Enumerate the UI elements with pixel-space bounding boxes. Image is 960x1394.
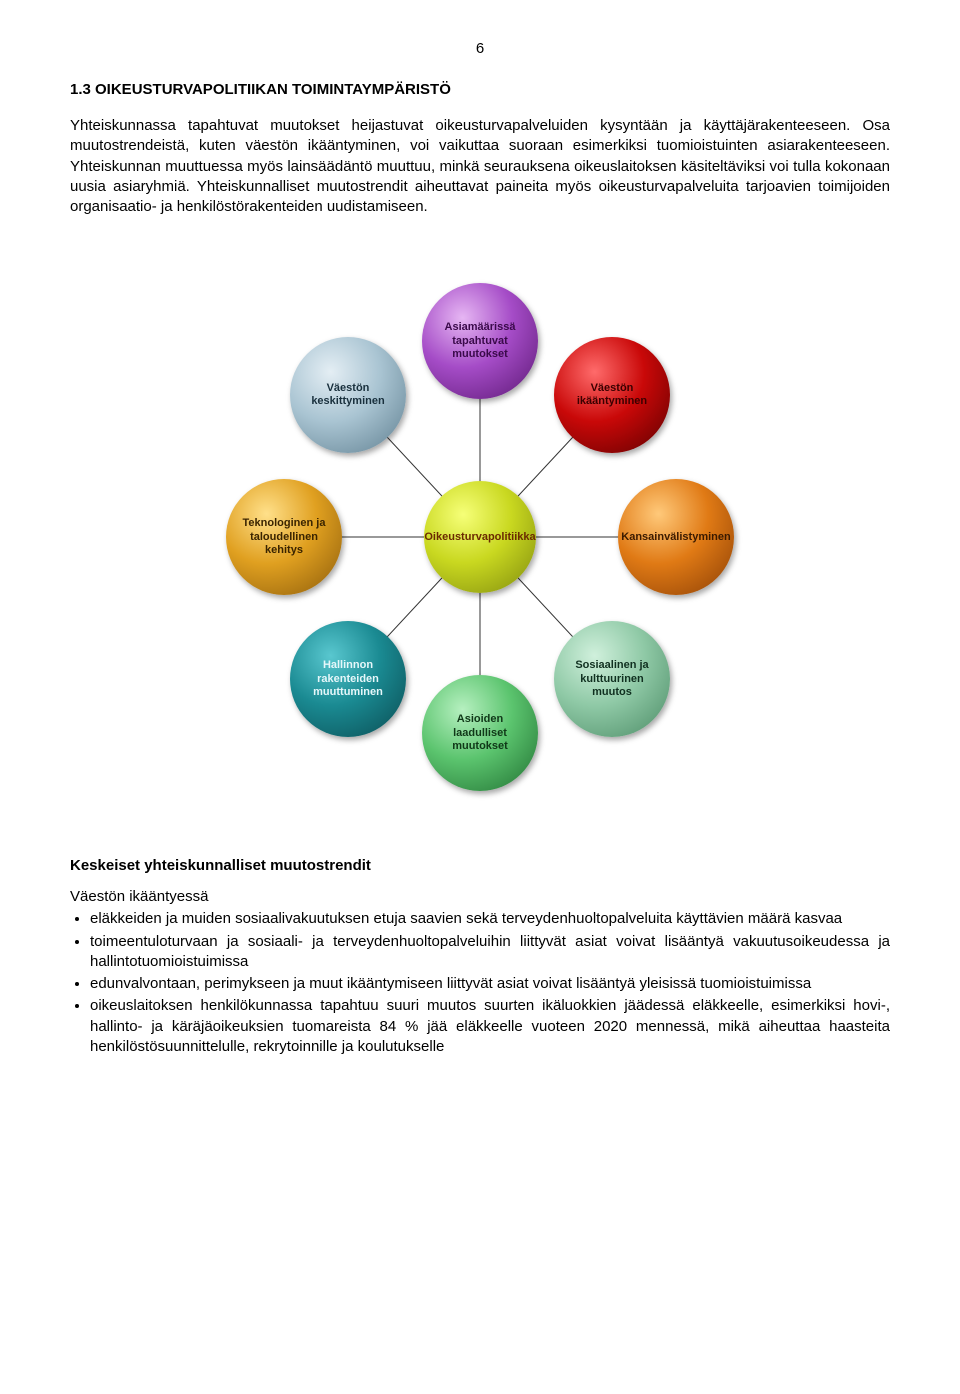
concept-diagram: Oikeusturvapolitiikka Asiamäärissä tapaht… <box>200 247 760 807</box>
diagram-node-bottom: Asioiden laadulliset muutokset <box>422 675 538 791</box>
diagram-node-bottom-left: Hallinnon rakenteiden muuttuminen <box>290 621 406 737</box>
bullet-item: oikeuslaitoksen henkilökunnassa tapahtuu… <box>90 996 890 1057</box>
page-number: 6 <box>70 40 890 57</box>
diagram-node-label: Kansainvälistyminen <box>621 531 730 544</box>
diagram-node-label: Sosiaalinen ja kulttuurinen muutos <box>564 659 660 699</box>
list-intro-text: Väestön ikääntyessä <box>70 888 890 905</box>
bullet-item: toimeentuloturvaan ja sosiaali- ja terve… <box>90 932 890 973</box>
diagram-node-label: Hallinnon rakenteiden muuttuminen <box>300 659 396 699</box>
diagram-node-label: Teknologinen ja taloudellinen kehitys <box>236 517 332 557</box>
diagram-node-top: Asiamäärissä tapahtuvat muutokset <box>422 283 538 399</box>
section-heading: 1.3 OIKEUSTURVAPOLITIIKAN TOIMINTAYMPÄRI… <box>70 81 890 98</box>
diagram-node-left: Teknologinen ja taloudellinen kehitys <box>226 479 342 595</box>
subsection-heading: Keskeiset yhteiskunnalliset muutostrendi… <box>70 857 890 874</box>
diagram-node-label: Väestön keskittyminen <box>300 382 396 408</box>
diagram-node-label: Oikeusturvapolitiikka <box>424 531 535 544</box>
bullet-list: eläkkeiden ja muiden sosiaalivakuutuksen… <box>90 909 890 1057</box>
diagram-node-bottom-right: Sosiaalinen ja kulttuurinen muutos <box>554 621 670 737</box>
bullet-item: edunvalvontaan, perimykseen ja muut ikää… <box>90 974 890 994</box>
diagram-node-label: Asiamäärissä tapahtuvat muutokset <box>432 321 528 361</box>
diagram-node-top-left: Väestön keskittyminen <box>290 337 406 453</box>
diagram-node-label: Väestön ikääntyminen <box>564 382 660 408</box>
intro-paragraph: Yhteiskunnassa tapahtuvat muutokset heij… <box>70 116 890 217</box>
diagram-node-center: Oikeusturvapolitiikka <box>424 481 536 593</box>
bullet-item: eläkkeiden ja muiden sosiaalivakuutuksen… <box>90 909 890 929</box>
diagram-node-right: Kansainvälistyminen <box>618 479 734 595</box>
diagram-node-label: Asioiden laadulliset muutokset <box>432 713 528 753</box>
diagram-node-top-right: Väestön ikääntyminen <box>554 337 670 453</box>
document-page: 6 1.3 OIKEUSTURVAPOLITIIKAN TOIMINTAYMPÄ… <box>0 0 960 1099</box>
